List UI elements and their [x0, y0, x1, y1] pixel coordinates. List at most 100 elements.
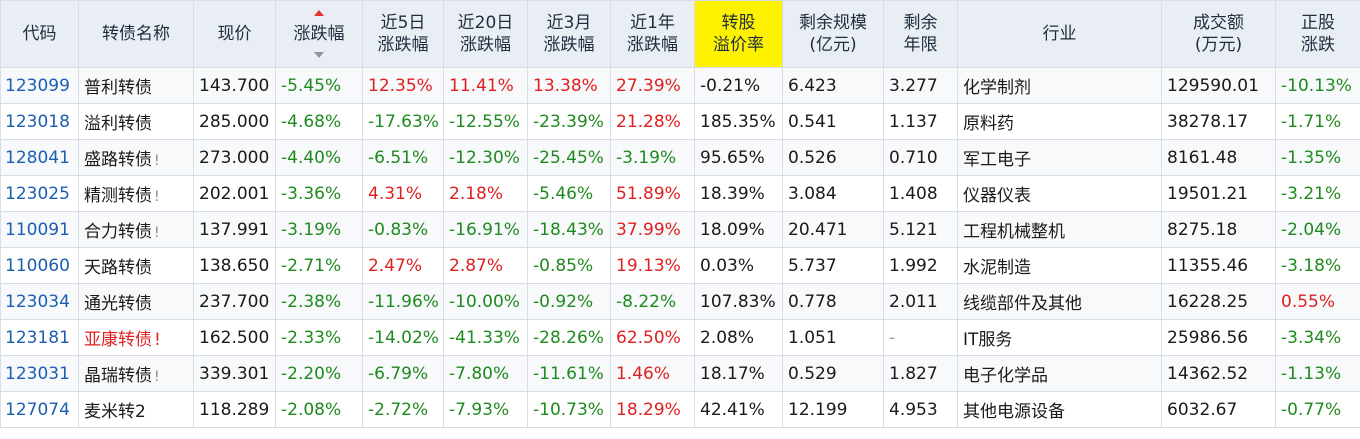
bond-name-label: 精测转债 [84, 186, 152, 206]
table-row[interactable]: 123034 通光转债 237.700 -2.38% -11.96% -10.00% -0.… [0, 283, 1360, 320]
table-row[interactable]: 123099 普利转债 143.700 -5.45% 12.35% 11.41% 13.38… [0, 67, 1360, 104]
price-cell: 137.991 [193, 211, 276, 248]
change-cell: -2.71% [275, 247, 363, 284]
years-cell: 2.011 [883, 283, 958, 320]
bond-code-link[interactable]: 123018 [0, 103, 79, 140]
stock-change-cell: -1.13% [1275, 355, 1360, 392]
bond-name-label: 晶瑞转债 [84, 366, 152, 386]
change-3m-cell: 13.38% [527, 67, 611, 104]
change-cell: -4.40% [275, 139, 363, 176]
bond-name-link[interactable]: 通光转债 [78, 283, 194, 320]
turnover-cell: 8161.48 [1161, 139, 1276, 176]
scale-cell: 12.199 [782, 391, 884, 428]
bond-code-link[interactable]: 110060 [0, 247, 79, 284]
bond-name-label: 溢利转债 [84, 114, 152, 134]
header-conversion-premium[interactable]: 转股 溢价率 [694, 0, 783, 68]
header-1y-change[interactable]: 近1年 涨跌幅 [610, 0, 695, 68]
table-row[interactable]: 110091 合力转债! 137.991 -3.19% -0.83% -16.91% -18… [0, 211, 1360, 248]
price-cell: 273.000 [193, 139, 276, 176]
change-20d-cell: -12.30% [443, 139, 528, 176]
change-1y-cell: 1.46% [610, 355, 695, 392]
stock-change-cell: 0.55% [1275, 283, 1360, 320]
premium-cell: 95.65% [694, 139, 783, 176]
table-row[interactable]: 128041 盛路转债! 273.000 -4.40% -6.51% -12.30% -25… [0, 139, 1360, 176]
scale-cell: 1.051 [782, 319, 884, 356]
header-remaining-years[interactable]: 剩余 年限 [883, 0, 958, 68]
bond-name-label: 盛路转债 [84, 150, 152, 170]
bond-name-label: 天路转债 [84, 258, 152, 278]
table-row[interactable]: 123018 溢利转债 285.000 -4.68% -17.63% -12.55% -23… [0, 103, 1360, 140]
years-cell: 5.121 [883, 211, 958, 248]
scale-cell: 5.737 [782, 247, 884, 284]
turnover-cell: 14362.52 [1161, 355, 1276, 392]
change-5d-cell: 4.31% [362, 175, 444, 212]
header-code[interactable]: 代码 [0, 0, 79, 68]
bond-name-link[interactable]: 精测转债! [78, 175, 194, 212]
premium-cell: -0.21% [694, 67, 783, 104]
years-cell: 0.710 [883, 139, 958, 176]
sort-asc-icon [314, 10, 324, 16]
change-cell: -5.45% [275, 67, 363, 104]
stock-change-cell: -1.71% [1275, 103, 1360, 140]
price-cell: 339.301 [193, 355, 276, 392]
bond-code-link[interactable]: 123099 [0, 67, 79, 104]
bond-code-link[interactable]: 110091 [0, 211, 79, 248]
header-industry[interactable]: 行业 [957, 0, 1162, 68]
stock-change-cell: -2.04% [1275, 211, 1360, 248]
scale-cell: 0.529 [782, 355, 884, 392]
table-row[interactable]: 123031 晶瑞转债! 339.301 -2.20% -6.79% -7.80% -11.… [0, 355, 1360, 392]
price-cell: 202.001 [193, 175, 276, 212]
bond-name-label: 亚康转债 [84, 330, 152, 350]
change-1y-cell: 27.39% [610, 67, 695, 104]
table-row[interactable]: 123181 亚康转债! 162.500 -2.33% -14.02% -41.33% -2… [0, 319, 1360, 356]
change-3m-cell: -25.45% [527, 139, 611, 176]
change-20d-cell: 11.41% [443, 67, 528, 104]
bond-code-link[interactable]: 127074 [0, 391, 79, 428]
bond-code-link[interactable]: 128041 [0, 139, 79, 176]
change-5d-cell: -6.79% [362, 355, 444, 392]
header-turnover[interactable]: 成交额 (万元) [1161, 0, 1276, 68]
turnover-cell: 8275.18 [1161, 211, 1276, 248]
bond-name-link[interactable]: 盛路转债! [78, 139, 194, 176]
change-1y-cell: -3.19% [610, 139, 695, 176]
change-3m-cell: -5.46% [527, 175, 611, 212]
change-cell: -2.33% [275, 319, 363, 356]
header-price[interactable]: 现价 [193, 0, 276, 68]
stock-change-cell: -0.77% [1275, 391, 1360, 428]
bond-code-link[interactable]: 123031 [0, 355, 79, 392]
change-3m-cell: -10.73% [527, 391, 611, 428]
change-3m-cell: -18.43% [527, 211, 611, 248]
header-20d-change[interactable]: 近20日 涨跌幅 [443, 0, 528, 68]
bond-name-link[interactable]: 溢利转债 [78, 103, 194, 140]
table-row[interactable]: 127074 麦米转2 118.289 -2.08% -2.72% -7.93% -10.7… [0, 391, 1360, 428]
stock-change-cell: -3.18% [1275, 247, 1360, 284]
header-remaining-scale[interactable]: 剩余规模 (亿元) [782, 0, 884, 68]
header-change[interactable]: 涨跌幅 [275, 0, 363, 68]
turnover-cell: 129590.01 [1161, 67, 1276, 104]
bond-name-link[interactable]: 麦米转2 [78, 391, 194, 428]
bond-name-link[interactable]: 合力转债! [78, 211, 194, 248]
table-row[interactable]: 123025 精测转债! 202.001 -3.36% 4.31% 2.18% -5.46%… [0, 175, 1360, 212]
bond-code-link[interactable]: 123025 [0, 175, 79, 212]
change-20d-cell: 2.87% [443, 247, 528, 284]
bond-name-link[interactable]: 亚康转债! [78, 319, 194, 356]
industry-cell: 线缆部件及其他 [957, 283, 1162, 320]
turnover-cell: 25986.56 [1161, 319, 1276, 356]
header-5d-change[interactable]: 近5日 涨跌幅 [362, 0, 444, 68]
header-name[interactable]: 转债名称 [78, 0, 194, 68]
bond-name-link[interactable]: 普利转债 [78, 67, 194, 104]
table-row[interactable]: 110060 天路转债 138.650 -2.71% 2.47% 2.87% -0.85% 1… [0, 247, 1360, 284]
bond-code-link[interactable]: 123181 [0, 319, 79, 356]
turnover-cell: 16228.25 [1161, 283, 1276, 320]
years-cell: 1.827 [883, 355, 958, 392]
scale-cell: 0.541 [782, 103, 884, 140]
industry-cell: 工程机械整机 [957, 211, 1162, 248]
change-cell: -4.68% [275, 103, 363, 140]
bond-code-link[interactable]: 123034 [0, 283, 79, 320]
bond-name-link[interactable]: 晶瑞转债! [78, 355, 194, 392]
header-3m-change[interactable]: 近3月 涨跌幅 [527, 0, 611, 68]
bond-name-link[interactable]: 天路转债 [78, 247, 194, 284]
bond-name-label: 合力转债 [84, 222, 152, 242]
change-5d-cell: -0.83% [362, 211, 444, 248]
header-stock-change[interactable]: 正股 涨跌 [1275, 0, 1360, 68]
